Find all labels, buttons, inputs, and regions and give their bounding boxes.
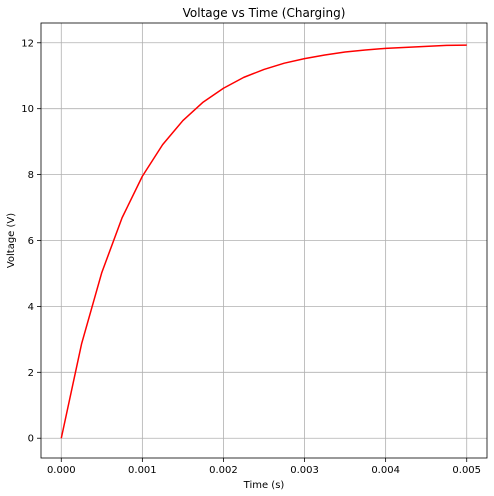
x-axis-label: Time (s) [243, 480, 285, 491]
x-tick-label: 0.005 [452, 465, 481, 476]
x-tick-label: 0.003 [290, 465, 319, 476]
y-tick-label: 10 [21, 104, 34, 115]
y-tick-label: 6 [28, 236, 34, 247]
y-tick-label: 8 [28, 170, 34, 181]
x-tick-label: 0.000 [47, 465, 76, 476]
chart-title: Voltage vs Time (Charging) [183, 6, 346, 20]
x-tick-label: 0.004 [371, 465, 400, 476]
grid [41, 23, 487, 458]
y-tick-label: 2 [28, 368, 34, 379]
x-tick-label: 0.001 [128, 465, 157, 476]
y-tick-label: 4 [28, 302, 34, 313]
y-tick-label: 0 [28, 434, 34, 445]
axis-ticks: 0.000 0.001 0.002 0.003 0.004 0.005 0 2 4 6 8 10 12 [21, 38, 481, 476]
x-tick-label: 0.002 [209, 465, 238, 476]
y-axis-label: Voltage (V) [6, 213, 17, 268]
plot-area [60, 44, 467, 439]
voltage-line [60, 44, 467, 439]
y-tick-label: 12 [21, 38, 34, 49]
